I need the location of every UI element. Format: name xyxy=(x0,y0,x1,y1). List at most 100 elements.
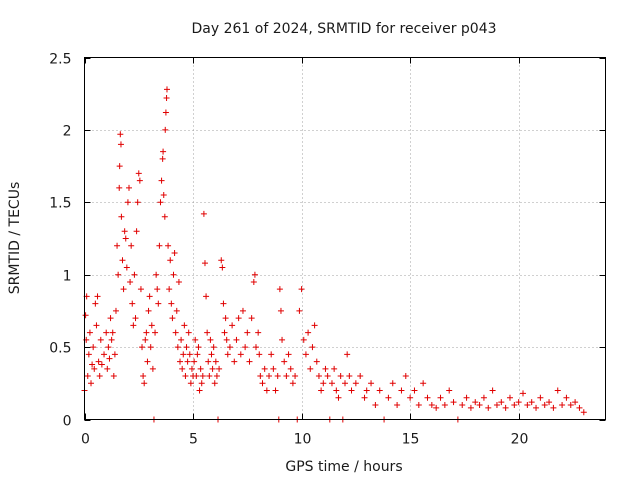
data-point xyxy=(162,126,169,133)
data-point xyxy=(121,228,128,235)
data-point xyxy=(194,351,201,358)
data-point xyxy=(368,380,375,387)
data-point xyxy=(221,329,228,336)
data-point xyxy=(441,402,448,409)
data-point xyxy=(139,344,146,351)
data-point xyxy=(93,322,100,329)
data-point xyxy=(263,387,270,394)
data-point xyxy=(170,271,177,278)
data-point xyxy=(233,336,240,343)
data-point xyxy=(244,329,251,336)
data-point xyxy=(117,131,124,138)
data-point xyxy=(272,387,279,394)
data-point xyxy=(106,355,113,362)
data-point xyxy=(309,344,316,351)
data-point xyxy=(207,336,214,343)
data-point xyxy=(86,329,93,336)
data-point xyxy=(142,336,149,343)
data-point xyxy=(237,351,244,358)
data-point xyxy=(493,402,500,409)
data-point xyxy=(131,271,138,278)
data-point xyxy=(463,394,470,401)
data-point xyxy=(313,358,320,365)
x-tick-label: 15 xyxy=(402,432,420,448)
data-point xyxy=(268,351,275,358)
data-point xyxy=(209,365,216,372)
data-point xyxy=(204,329,211,336)
data-point xyxy=(352,380,359,387)
data-point xyxy=(192,336,199,343)
data-point xyxy=(331,365,338,372)
data-point xyxy=(153,271,160,278)
data-point xyxy=(407,394,414,401)
data-point xyxy=(376,387,383,394)
data-point xyxy=(256,351,263,358)
data-point xyxy=(472,399,479,406)
data-point xyxy=(154,286,161,293)
data-point xyxy=(281,358,288,365)
data-point xyxy=(446,387,453,394)
data-point xyxy=(96,373,103,380)
data-point xyxy=(117,141,124,148)
data-point xyxy=(171,249,178,256)
data-point xyxy=(433,404,440,411)
data-point xyxy=(90,344,97,351)
data-point xyxy=(223,336,230,343)
data-point xyxy=(502,404,509,411)
data-point xyxy=(145,307,152,314)
y-tick-label: 0.5 xyxy=(49,341,71,357)
data-point xyxy=(274,373,281,380)
data-point xyxy=(212,358,219,365)
data-point xyxy=(342,380,348,387)
data-point xyxy=(524,402,531,409)
data-point xyxy=(480,394,487,401)
data-point xyxy=(289,380,296,387)
y-tick-label: 2.5 xyxy=(49,52,71,68)
data-point xyxy=(180,351,187,358)
data-point xyxy=(109,329,116,336)
data-point xyxy=(218,257,225,264)
data-point xyxy=(437,394,444,401)
data-point xyxy=(235,315,242,322)
data-point xyxy=(198,380,205,387)
chart-title: Day 261 of 2024, SRMTID for receiver p04… xyxy=(191,21,496,37)
data-point xyxy=(163,86,170,93)
axis-ticks: 0 5 10 15 20 0 0.5 1 1.5 2 2.5 xyxy=(49,52,606,448)
data-point xyxy=(101,351,108,358)
data-point xyxy=(200,210,207,217)
data-point xyxy=(169,315,176,322)
data-point xyxy=(283,373,290,380)
data-point xyxy=(108,336,115,343)
data-point xyxy=(257,373,264,380)
data-point xyxy=(335,394,342,401)
data-point xyxy=(372,402,379,409)
data-point xyxy=(567,402,574,409)
data-point xyxy=(420,380,427,387)
data-point xyxy=(296,307,303,314)
data-point xyxy=(415,402,422,409)
data-point xyxy=(184,358,191,365)
data-point xyxy=(211,380,218,387)
data-point xyxy=(285,351,292,358)
data-point xyxy=(196,387,203,394)
data-point xyxy=(206,373,213,380)
data-point xyxy=(135,170,142,177)
data-point xyxy=(261,365,268,372)
data-point xyxy=(328,380,335,387)
data-point xyxy=(576,404,583,411)
data-point xyxy=(183,344,190,351)
data-point xyxy=(143,329,150,336)
data-point xyxy=(459,402,466,409)
data-point xyxy=(163,95,170,102)
data-point xyxy=(550,404,557,411)
data-point xyxy=(132,315,139,322)
data-point xyxy=(88,380,95,387)
data-point xyxy=(152,329,159,336)
data-point xyxy=(160,148,167,155)
data-point xyxy=(255,329,262,336)
data-point xyxy=(120,286,127,293)
data-point xyxy=(292,373,299,380)
x-tick-label: 5 xyxy=(189,432,198,448)
data-point xyxy=(259,380,266,387)
